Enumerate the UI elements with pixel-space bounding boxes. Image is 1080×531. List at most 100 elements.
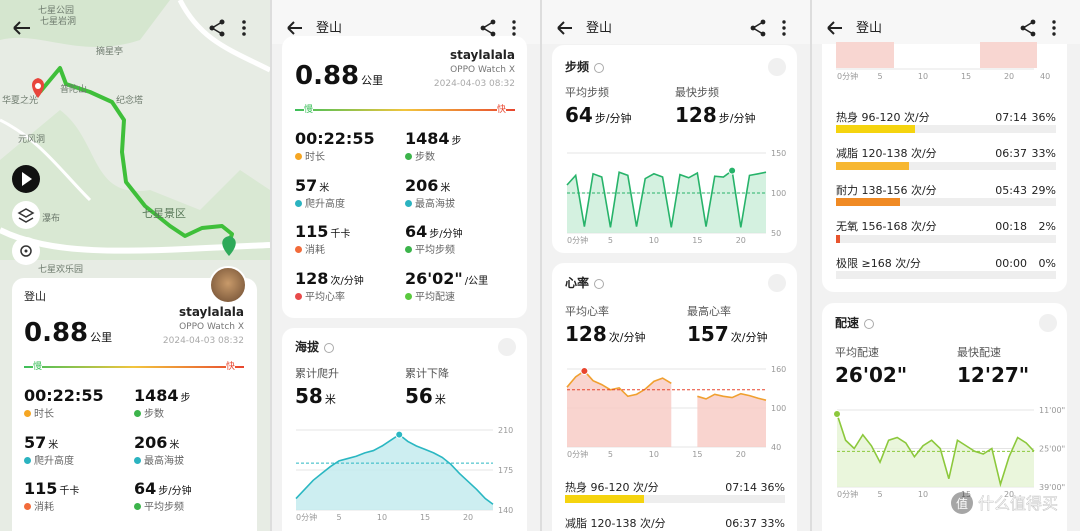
zone-percent: 36% bbox=[1031, 110, 1056, 124]
more-icon bbox=[1052, 26, 1056, 30]
legend-fast: 快 bbox=[225, 361, 235, 372]
y-tick-label: 50 bbox=[771, 229, 781, 238]
zone-time: 06:37 bbox=[995, 147, 1027, 160]
value-number: 64 bbox=[405, 222, 428, 241]
x-tick-label: 15 bbox=[692, 236, 702, 245]
stat-icon bbox=[405, 292, 412, 300]
stat-value: 64 步/分钟 bbox=[405, 224, 463, 240]
distance: 0.88 公里 bbox=[295, 63, 383, 89]
x-tick-label: 5 bbox=[877, 72, 882, 81]
more-icon bbox=[782, 20, 786, 24]
stat-value: 157 次/分钟 bbox=[687, 324, 767, 344]
zone-bar bbox=[836, 161, 909, 170]
value-unit: 次/分钟 bbox=[330, 275, 364, 287]
value-unit: /公里 bbox=[464, 275, 489, 287]
stat-icon bbox=[134, 456, 141, 464]
stat-icon bbox=[295, 153, 302, 160]
more-icon bbox=[512, 26, 516, 30]
stat-icon bbox=[24, 503, 31, 510]
x-tick-label: 10 bbox=[649, 236, 659, 245]
user-name: staylalala bbox=[178, 305, 244, 319]
stat-value: 128 步/分钟 bbox=[675, 105, 755, 125]
value-unit: 米 bbox=[48, 439, 59, 451]
stat-label-text: 步数 bbox=[144, 409, 164, 420]
map-label: 七星岩洞 bbox=[40, 16, 77, 27]
extreme-marker bbox=[833, 409, 841, 418]
map-panel bbox=[0, 0, 270, 531]
value-number: 128 bbox=[565, 322, 607, 346]
x-tick-label: 5 bbox=[336, 513, 341, 522]
map-label: 七星景区 bbox=[142, 206, 186, 220]
stat-icon bbox=[24, 456, 31, 464]
zone-name: 热身 96-120 次/分 bbox=[565, 480, 659, 494]
divider bbox=[270, 0, 272, 531]
x-tick-label: 5 bbox=[608, 450, 613, 459]
summary-card bbox=[12, 278, 257, 531]
stat-icon bbox=[295, 246, 302, 253]
y-tick-label: 11'00" bbox=[1039, 406, 1065, 415]
x-tick-label: 0分钟 bbox=[296, 512, 317, 522]
stat-label-text: 平均步频 bbox=[144, 502, 184, 513]
value-number: 64 bbox=[134, 479, 157, 498]
x-tick-label: 20 bbox=[1004, 490, 1014, 499]
stat-icon bbox=[295, 292, 302, 300]
device: OPPO Watch X bbox=[450, 64, 515, 75]
y-tick-label: 100 bbox=[771, 404, 786, 413]
value-number: 115 bbox=[295, 222, 329, 241]
datetime: 2024-04-03 08:32 bbox=[433, 78, 515, 89]
zone-name: 无氧 156-168 次/分 bbox=[836, 220, 937, 233]
value-unit: 米 bbox=[169, 439, 180, 451]
more-icon bbox=[512, 20, 516, 24]
watermark-logo-text: 值 bbox=[956, 496, 968, 511]
value-number: 64 bbox=[565, 103, 593, 127]
stat-label-text: 平均心率 bbox=[305, 291, 345, 303]
value-unit: 步/分钟 bbox=[718, 112, 756, 125]
device: OPPO Watch X bbox=[179, 321, 244, 332]
legend-slow: 慢 bbox=[304, 104, 314, 115]
value-number: 0.88 bbox=[24, 318, 89, 348]
stat-value: 56 米 bbox=[405, 386, 446, 406]
zone-track bbox=[565, 495, 785, 503]
value-unit: 千卡 bbox=[59, 486, 80, 497]
stat-value: 115 千卡 bbox=[24, 481, 79, 497]
value-unit: 公里 bbox=[361, 74, 384, 87]
card-title: 海拔 bbox=[295, 341, 335, 353]
stat-label: 平均步频 bbox=[405, 246, 455, 256]
x-tick-label: 5 bbox=[608, 236, 613, 245]
y-tick-label: 40 bbox=[1040, 72, 1050, 81]
summary-card bbox=[282, 36, 527, 318]
stat-label: 平均配速 bbox=[835, 345, 879, 359]
watermark-text: 什么值得买 bbox=[978, 494, 1058, 513]
value-unit: 次/分钟 bbox=[730, 331, 768, 344]
stat-label: 平均配速 bbox=[405, 292, 455, 303]
value-unit: 步/分钟 bbox=[158, 486, 192, 497]
x-tick-label: 20 bbox=[1004, 72, 1014, 81]
zone-track bbox=[836, 161, 1056, 170]
stat-label: 步数 bbox=[134, 410, 164, 420]
line bbox=[836, 413, 1035, 488]
info-icon bbox=[594, 278, 605, 289]
value-number: 1484 bbox=[134, 386, 179, 405]
stat-icon bbox=[24, 410, 31, 417]
zone-percent: 33% bbox=[1031, 147, 1056, 160]
value-unit: 米 bbox=[319, 182, 330, 194]
y-tick-label: 40 bbox=[771, 443, 781, 452]
avatar bbox=[209, 266, 247, 304]
stat-label: 最快配速 bbox=[957, 345, 1001, 359]
expand-button bbox=[498, 338, 516, 356]
value-unit: 次/分钟 bbox=[608, 331, 646, 344]
x-tick-label: 15 bbox=[961, 490, 971, 499]
stat-icon bbox=[405, 153, 412, 160]
map-label: 七星公园 bbox=[38, 5, 75, 16]
share-icon bbox=[482, 21, 494, 35]
stat-value: 26'02" bbox=[835, 365, 907, 385]
area bbox=[296, 434, 493, 510]
stat-label-text: 平均步频 bbox=[415, 245, 455, 256]
stat-label: 最高海拔 bbox=[134, 456, 184, 467]
x-tick-label: 10 bbox=[918, 490, 928, 499]
back-icon bbox=[287, 21, 302, 35]
more-icon bbox=[782, 26, 786, 30]
back-icon bbox=[557, 21, 572, 35]
datetime: 2024-04-03 08:32 bbox=[162, 335, 244, 346]
extreme-marker bbox=[580, 366, 589, 375]
